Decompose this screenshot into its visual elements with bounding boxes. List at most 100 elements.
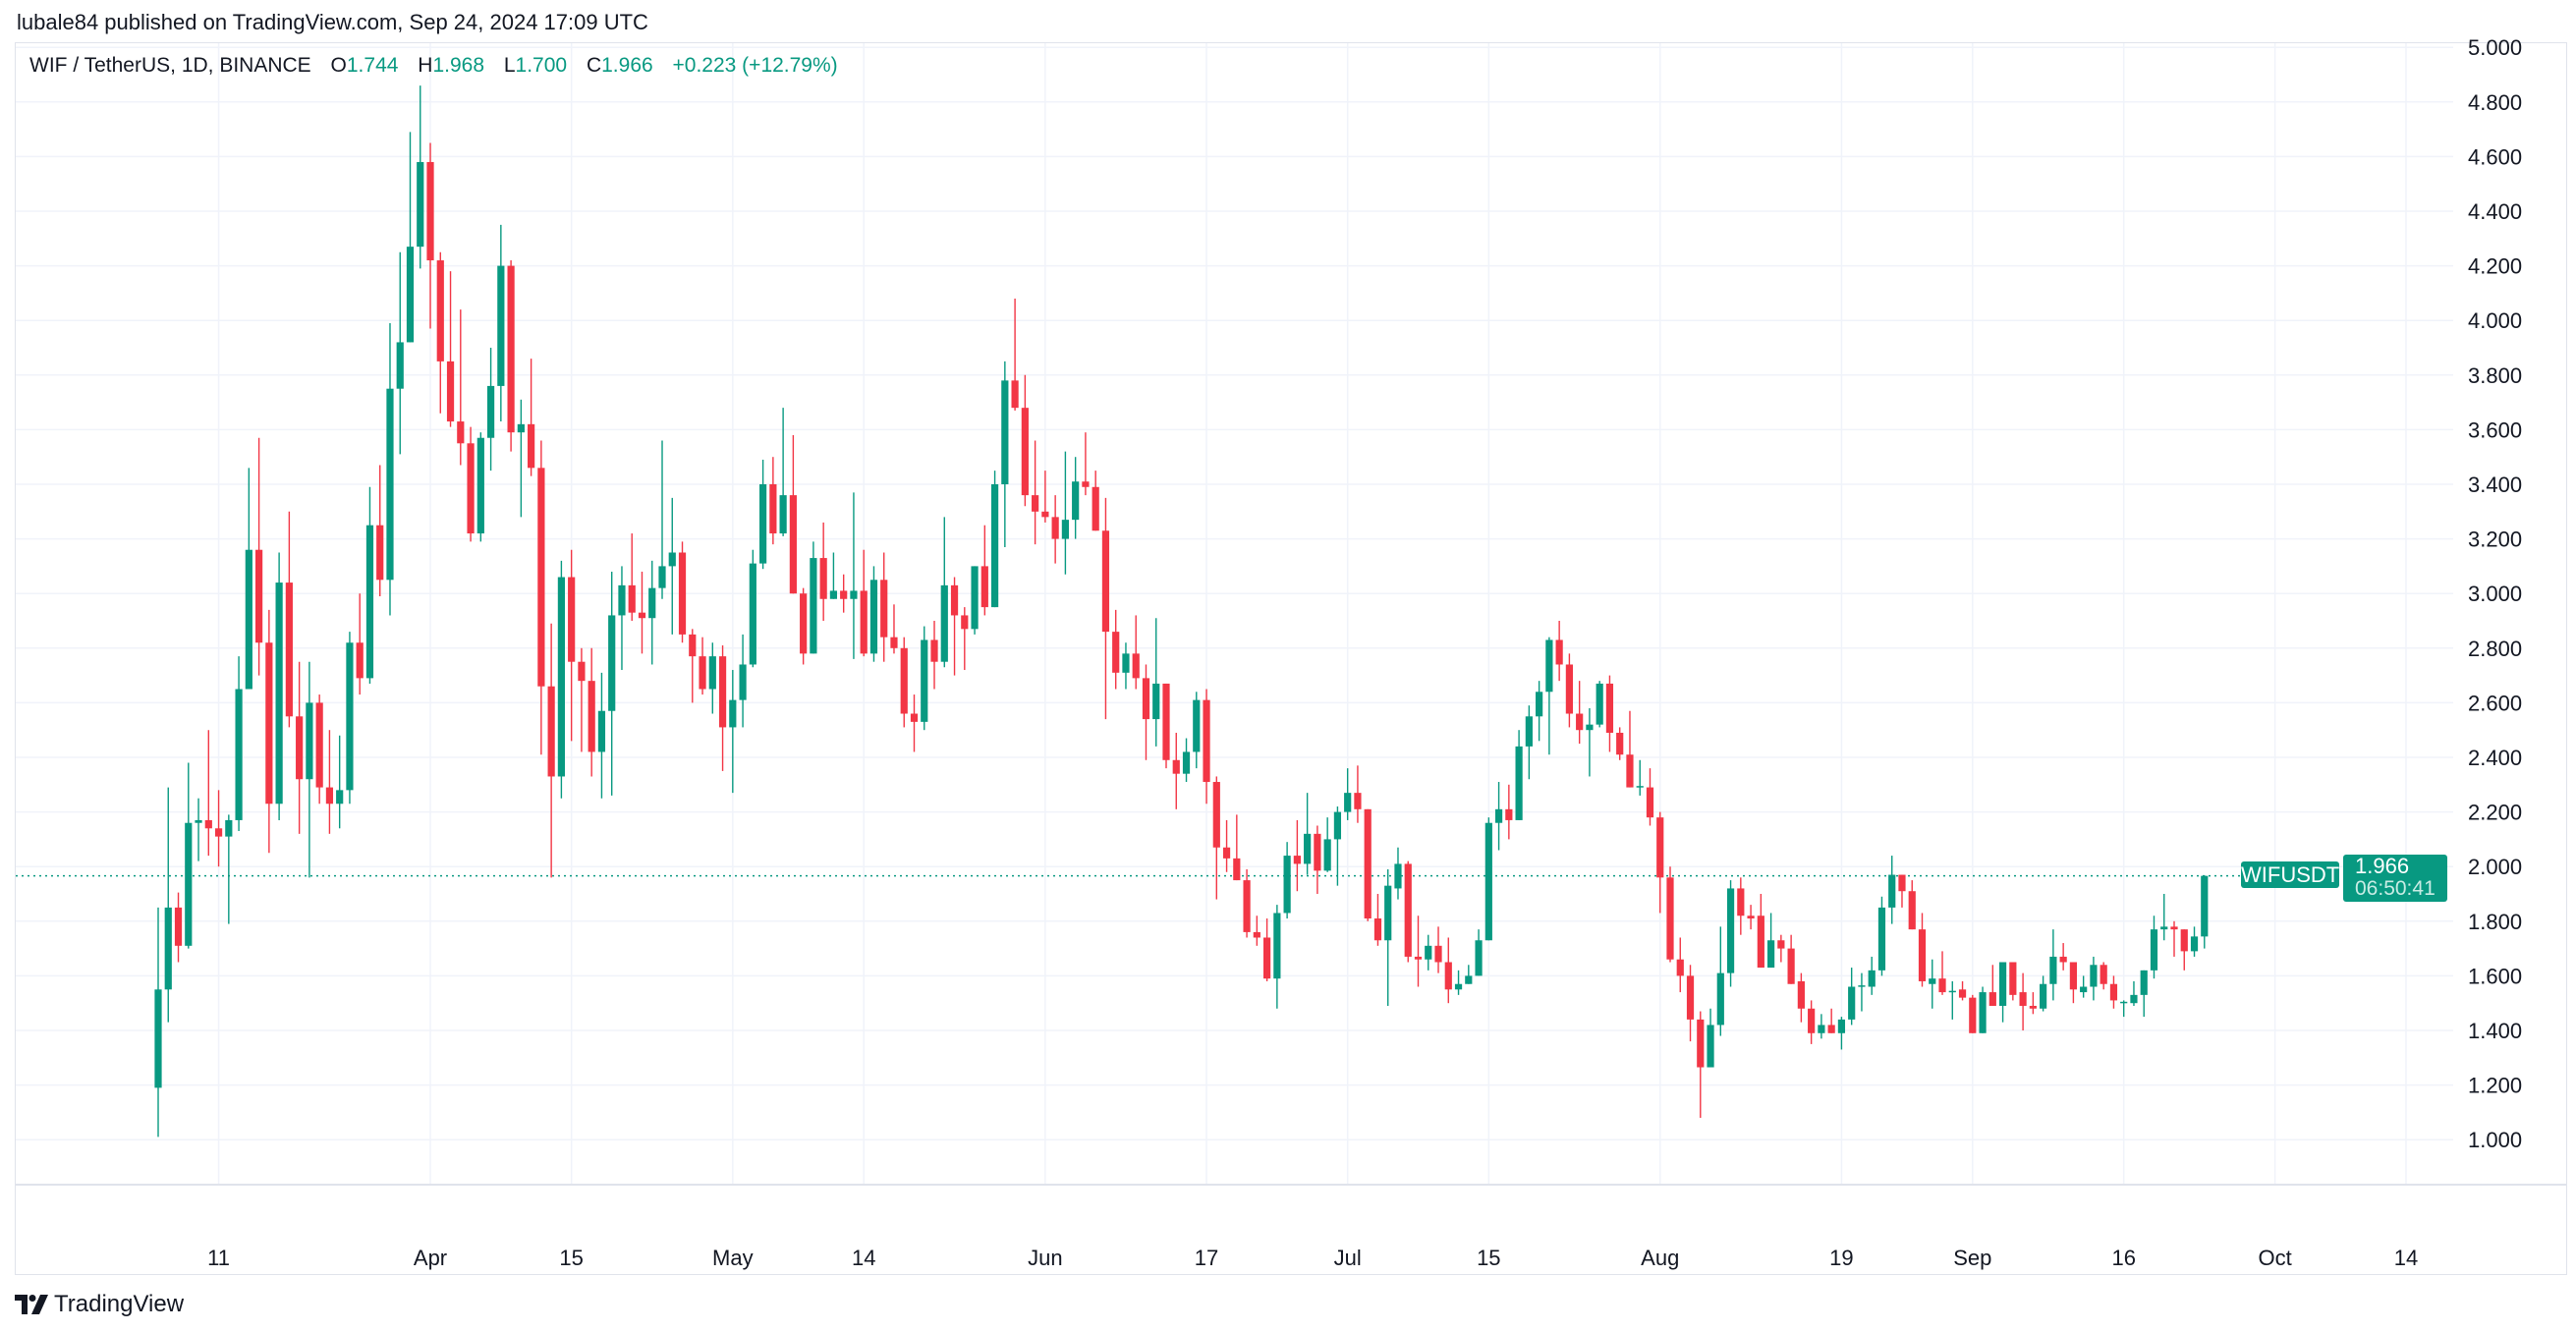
candle-up [2040,975,2047,1012]
open-label: O [330,54,347,77]
time-tick-label: Apr [414,1246,447,1270]
candle-body [1505,808,1513,820]
candle-body [860,590,868,654]
candle-body [1233,858,1241,881]
candle-down [457,309,465,466]
candle-up [2090,956,2098,1001]
time-tick-label: Jun [1028,1246,1062,1270]
candle-up [618,566,626,671]
candle-body [618,584,626,616]
candle-body [739,664,747,700]
time-tick-label: Jul [1334,1246,1362,1270]
candle-up [2120,1000,2128,1018]
price-tick-label: 1.600 [2468,964,2522,988]
candle-body [1021,408,1029,496]
candle-down [910,694,919,752]
candle-body [2201,875,2209,937]
candle-down [1364,808,1372,921]
candle-up [2190,926,2199,957]
candle-body [628,584,636,613]
candle-down [2069,962,2077,1004]
candle-down [1576,681,1584,745]
candle-body [910,713,919,722]
candle-body [1979,992,1987,1033]
candle-down [296,661,304,834]
candle-body [1726,888,1735,973]
candle-up [225,814,233,924]
candle-down [1686,965,1695,1042]
candle-down [325,730,334,834]
candle-body [1373,918,1382,941]
symbol-legend: WIF / TetherUS, 1D, BINANCE O1.744 H1.96… [29,54,838,78]
candle-up [2049,929,2057,1001]
symbol-title[interactable]: WIF / TetherUS, 1D, BINANCE [29,54,311,77]
bar-countdown: 06:50:41 [2355,877,2436,900]
candle-body [1122,653,1130,673]
candle-up [1979,986,1987,1033]
tradingview-brand[interactable]: TradingView [15,1291,184,1318]
candle-body [2130,994,2138,1004]
candle-body [1253,931,1260,938]
candle-body [1697,1019,1705,1068]
candle-body [2049,956,2057,984]
candle-up [1525,705,1533,780]
candle-down [1827,1008,1835,1033]
candle-up [486,348,495,472]
candle-body [1333,811,1342,840]
candle-up [2160,894,2168,941]
candle-up [1394,847,1402,900]
candle-up [971,566,979,635]
candle-body [214,828,223,837]
candle-down [1172,732,1180,809]
open-value: 1.744 [346,54,399,77]
candle-down [628,533,636,621]
candle-body [890,637,898,648]
candle-body [1757,916,1764,969]
candle-body [2040,983,2047,1009]
price-tick-label: 4.200 [2468,254,2522,279]
candle-body [597,710,606,752]
candle-body [2080,986,2088,993]
candle-down [2009,962,2017,1001]
candle-down [1797,972,1805,1023]
candle-down [1253,916,1260,946]
low-label: L [503,54,516,77]
candle-down [1222,819,1231,872]
chart-panel[interactable] [15,42,2567,1275]
candle-body [1877,907,1886,971]
candle-down [2180,929,2188,971]
candle-down [1605,675,1614,752]
candle-down [255,437,263,676]
candle-body [638,612,646,619]
price-tick-label: 4.000 [2468,308,2522,333]
candle-down [1908,880,1916,930]
low-value: 1.700 [515,54,568,77]
candle-up [245,468,252,690]
candle-up [1273,905,1281,1009]
candle-body [376,525,384,581]
candle-down [1626,710,1634,788]
candle-down [588,647,595,777]
candle-up [850,492,858,659]
candle-down [900,637,908,728]
candle-up [1877,896,1886,976]
candle-up [1122,642,1130,690]
candle-body [457,421,465,444]
candle-body [1777,940,1785,949]
candle-down [1233,814,1241,881]
price-tick-label: 4.600 [2468,144,2522,169]
candle-body [1908,891,1916,930]
candle-down [1314,825,1321,894]
candle-body [961,615,969,630]
candle-body [467,443,475,534]
candle-body [950,584,959,616]
candle-up [1333,806,1342,886]
candle-up [2150,916,2158,979]
candle-up [1998,962,2007,1023]
time-tick-label: 17 [1195,1246,1218,1270]
candle-up [154,907,162,1138]
candle-body [2190,936,2199,952]
candle-body [1072,481,1080,521]
candle-down [860,549,868,657]
